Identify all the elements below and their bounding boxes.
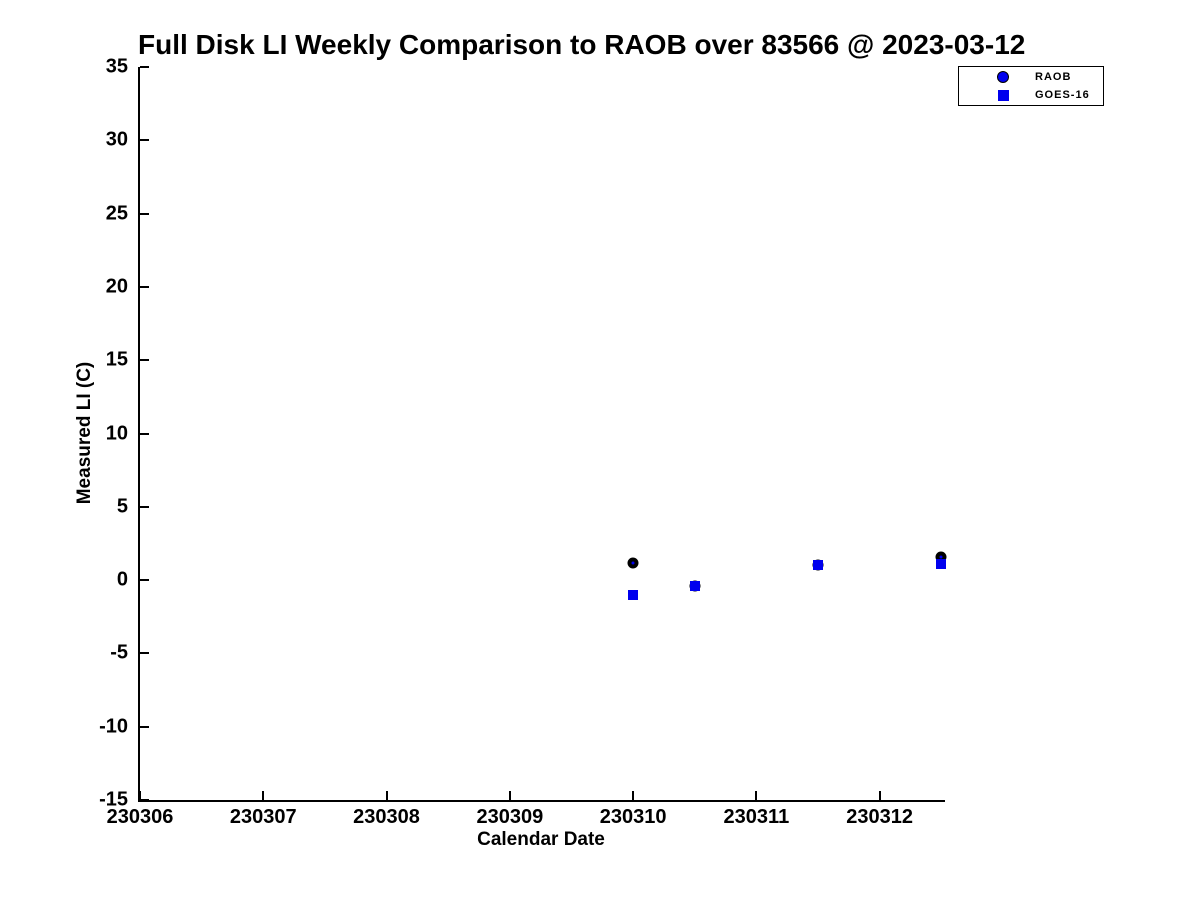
legend-label-raob: RAOB	[1035, 71, 1072, 83]
y-tick-label: 20	[105, 275, 128, 298]
x-tick-mark	[508, 791, 511, 800]
y-tick-mark	[140, 579, 149, 582]
legend-entry-goes16: GOES-16	[959, 87, 1103, 103]
x-tick-label: 230306	[106, 806, 174, 828]
raob-point	[627, 557, 639, 568]
x-tick-label: 230312	[846, 806, 914, 828]
y-tick-label: 15	[105, 348, 128, 371]
y-tick-label: 35	[105, 55, 128, 78]
x-axis-label: Calendar Date	[477, 829, 605, 850]
y-tick-label: 30	[105, 128, 128, 151]
x-tick-mark	[878, 791, 881, 800]
x-tick-label: 230310	[599, 806, 667, 828]
legend: RAOB GOES-16	[958, 66, 1104, 106]
y-tick-label: 25	[105, 202, 128, 225]
y-tick-mark	[140, 725, 149, 728]
x-tick-label: 230309	[476, 806, 544, 828]
goes16-point	[689, 580, 700, 591]
chart-title: Full Disk LI Weekly Comparison to RAOB o…	[138, 29, 1026, 60]
y-axis-label: Measured LI (C)	[74, 361, 95, 505]
y-tick-mark	[140, 212, 149, 215]
y-tick-mark	[140, 139, 149, 142]
x-tick-mark	[262, 791, 265, 800]
y-tick-label: 0	[116, 568, 128, 591]
raob-circle-marker-icon	[997, 71, 1009, 83]
y-tick-mark	[140, 505, 149, 508]
y-tick-mark	[140, 359, 149, 362]
y-tick-mark	[140, 285, 149, 288]
x-tick-label: 230307	[229, 806, 297, 828]
x-tick-label: 230308	[353, 806, 420, 828]
goes16-point	[628, 589, 639, 600]
y-tick-mark	[140, 799, 149, 801]
y-tick-label: 10	[105, 422, 128, 444]
y-tick-label: -15	[99, 788, 128, 811]
y-tick-mark	[140, 652, 149, 655]
x-tick-mark	[632, 791, 635, 800]
x-tick-label: 230311	[723, 806, 790, 828]
goes16-point	[936, 558, 947, 569]
x-tick-mark	[385, 791, 388, 800]
legend-label-goes16: GOES-16	[1035, 89, 1090, 101]
y-tick-label: -10	[99, 715, 128, 738]
legend-entry-raob: RAOB	[959, 69, 1103, 85]
y-tick-label: -5	[110, 641, 128, 664]
y-tick-label: 5	[116, 495, 128, 518]
x-tick-mark	[139, 791, 141, 800]
goes16-point	[813, 560, 824, 571]
y-tick-mark	[140, 66, 149, 68]
plot-area: 230306 230307 230308 230309 230310 230311 2303…	[99, 56, 947, 828]
goes16-square-marker-icon	[998, 89, 1009, 101]
y-tick-mark	[140, 432, 149, 435]
x-tick-mark	[755, 791, 758, 800]
